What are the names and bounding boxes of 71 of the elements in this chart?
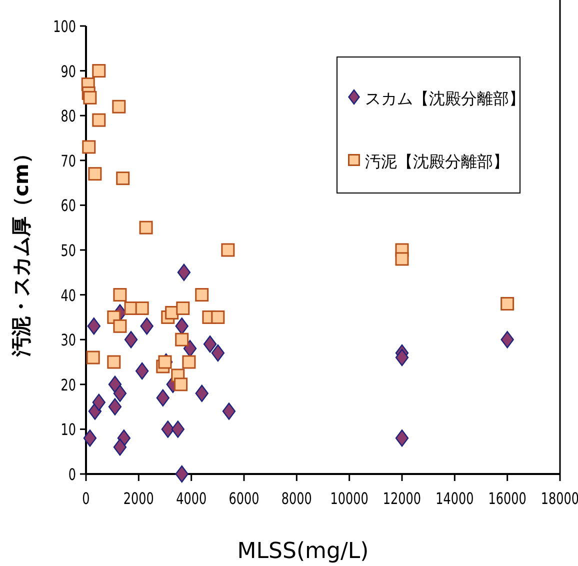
point: [83, 430, 97, 447]
point: [175, 332, 189, 346]
point: [113, 438, 127, 456]
point: [139, 220, 153, 234]
x-tick-label: 2000: [123, 490, 154, 509]
point: [182, 355, 196, 369]
y-tick-label: 20: [60, 376, 76, 395]
point: [195, 384, 208, 402]
point: [500, 331, 514, 348]
point: [203, 335, 217, 353]
point: [135, 301, 149, 315]
point: [175, 318, 188, 335]
y-tick-label: 90: [60, 63, 76, 82]
point: [195, 288, 209, 302]
point: [171, 420, 185, 438]
point: [124, 331, 138, 348]
y-tick-label: 80: [60, 108, 76, 126]
x-tick-label: 10000: [330, 490, 368, 509]
y-tick-label: 0: [68, 466, 76, 485]
x-axis-title: MLSS(mg/L): [237, 539, 369, 564]
point: [211, 344, 225, 362]
x-tick-label: 18000: [540, 490, 578, 509]
point: [135, 362, 149, 380]
x-tick-label: 12000: [382, 490, 422, 509]
x-tick-label: 14000: [436, 490, 474, 509]
point: [176, 301, 190, 315]
point: [116, 172, 130, 186]
point: [395, 252, 409, 266]
point: [221, 243, 235, 257]
point: [395, 430, 409, 447]
point: [83, 90, 97, 104]
y-tick-label: 30: [60, 332, 76, 350]
point: [140, 318, 154, 335]
legend-label: スカム【沈殿分離部】: [365, 89, 525, 108]
point: [108, 398, 122, 416]
point: [175, 465, 188, 483]
point: [82, 140, 96, 154]
x-tick-label: 8000: [281, 490, 312, 509]
legend-label: 汚泥【沈殿分離部】: [365, 152, 509, 171]
point: [211, 310, 225, 324]
point: [112, 100, 126, 114]
point: [107, 355, 121, 369]
y-tick-label: 70: [60, 152, 76, 171]
y-tick-label: 100: [53, 18, 76, 37]
x-tick-label: 16000: [488, 490, 526, 509]
point: [113, 384, 127, 402]
point: [92, 64, 106, 78]
point: [161, 420, 174, 438]
x-tick-label: 0: [82, 490, 90, 509]
y-tick-label: 40: [60, 287, 76, 306]
point: [92, 113, 106, 127]
point: [500, 297, 514, 311]
point: [108, 376, 122, 393]
y-tick-label: 50: [60, 242, 76, 261]
point: [113, 288, 127, 302]
y-tick-label: 60: [60, 198, 76, 216]
y-axis-title: 汚泥・スカム厚（cm）: [9, 144, 33, 358]
point: [183, 340, 197, 358]
point: [222, 402, 236, 420]
x-tick-label: 6000: [228, 490, 260, 509]
y-tick-label: 10: [60, 422, 76, 440]
point: [88, 167, 102, 181]
point: [87, 318, 100, 335]
point: [92, 394, 106, 411]
point: [86, 350, 100, 364]
point: [177, 264, 191, 281]
point: [395, 348, 409, 366]
x-tick-label: 4000: [176, 490, 207, 509]
point: [113, 319, 127, 333]
point: [174, 378, 188, 392]
point: [156, 389, 170, 406]
